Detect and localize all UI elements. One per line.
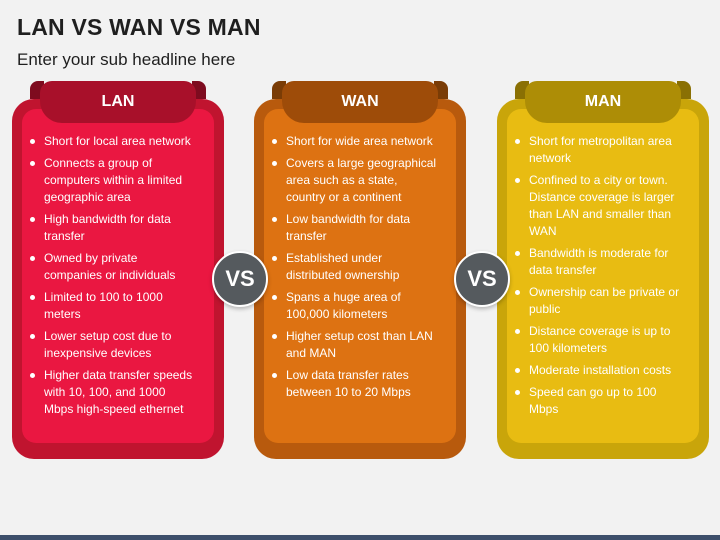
lan-card-body [22, 109, 214, 443]
wan-card-body [264, 109, 456, 443]
list-item: Speed can go up to 100 Mbps [515, 384, 683, 418]
page-subtitle: Enter your sub headline here [17, 50, 236, 69]
list-item: Established under distributed ownership [272, 250, 440, 284]
vs-badge-2: VS [454, 251, 510, 307]
list-item: Ownership can be private or public [515, 284, 683, 318]
wan-header: WAN [282, 81, 438, 123]
list-item: Lower setup cost due to inexpensive devi… [30, 328, 198, 362]
list-item: Higher data transfer speeds with 10, 100… [30, 367, 198, 418]
list-item: Covers a large geographical area such as… [272, 155, 440, 206]
list-item: Connects a group of computers within a l… [30, 155, 198, 206]
man-header: MAN [525, 81, 681, 123]
list-item: Short for local area network [30, 133, 198, 150]
list-item: Short for metropolitan area network [515, 133, 683, 167]
lan-card: LAN Short for local area network Connect… [12, 81, 224, 459]
list-item: Distance coverage is up to 100 kilometer… [515, 323, 683, 357]
page-title: LAN VS WAN VS MAN [17, 14, 261, 40]
list-item: Higher setup cost than LAN and MAN [272, 328, 440, 362]
lan-header: LAN [40, 81, 196, 123]
lan-feature-list: Short for local area network Connects a … [30, 133, 198, 423]
man-feature-list: Short for metropolitan area network Conf… [515, 133, 683, 423]
man-card: MAN Short for metropolitan area network … [497, 81, 709, 459]
man-card-body [507, 109, 699, 443]
wan-feature-list: Short for wide area network Covers a lar… [272, 133, 440, 406]
list-item: High bandwidth for data transfer [30, 211, 198, 245]
list-item: Limited to 100 to 1000 meters [30, 289, 198, 323]
list-item: Spans a huge area of 100,000 kilometers [272, 289, 440, 323]
wan-card: WAN Short for wide area network Covers a… [254, 81, 466, 459]
list-item: Low data transfer rates between 10 to 20… [272, 367, 440, 401]
list-item: Owned by private companies or individual… [30, 250, 198, 284]
vs-badge-1: VS [212, 251, 268, 307]
list-item: Short for wide area network [272, 133, 440, 150]
bottom-bar [0, 535, 720, 540]
list-item: Confined to a city or town. Distance cov… [515, 172, 683, 240]
list-item: Moderate installation costs [515, 362, 683, 379]
list-item: Low bandwidth for data transfer [272, 211, 440, 245]
list-item: Bandwidth is moderate for data transfer [515, 245, 683, 279]
